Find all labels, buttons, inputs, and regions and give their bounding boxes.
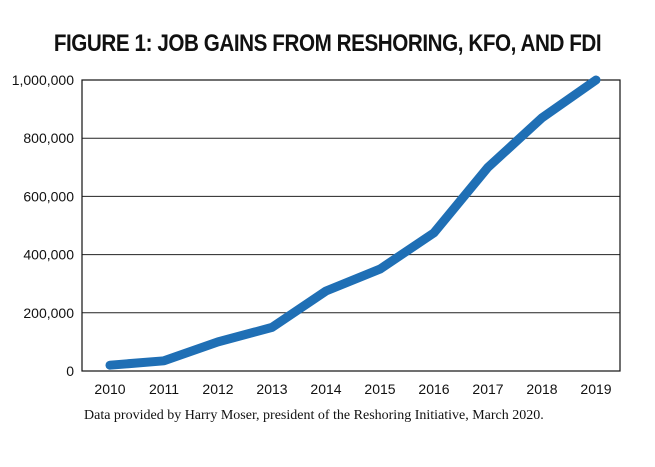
y-axis-ticks: 0 200,000 400,000 600,000 800,000 1,000,000 [12,72,75,379]
x-tick-label: 2012 [202,381,233,397]
y-tick-label: 800,000 [23,130,74,146]
x-tick-label: 2018 [526,381,557,397]
x-tick-label: 2013 [256,381,287,397]
x-tick-label: 2017 [472,381,503,397]
series-line-job-gains [105,75,601,370]
y-tick-label: 600,000 [23,188,74,204]
x-tick-label: 2010 [94,381,125,397]
x-tick-label: 2019 [580,381,611,397]
plot-frame [81,79,621,372]
chart-title: FIGURE 1: JOB GAINS FROM RESHORING, KFO,… [53,30,602,57]
y-tick-label: 400,000 [23,247,74,263]
chart-caption: Data provided by Harry Moser, president … [84,408,544,423]
series-layer [105,75,601,370]
gridlines [82,137,620,314]
x-axis-ticks: 2010 2011 2012 2013 2014 2015 2016 2017 2018 2019 [94,381,611,397]
y-tick-label: 1,000,000 [12,72,74,88]
x-tick-label: 2011 [149,381,179,397]
y-tick-label: 0 [66,363,74,379]
x-tick-label: 2015 [364,381,395,397]
x-tick-label: 2014 [310,381,341,397]
y-tick-label: 200,000 [23,305,74,321]
x-tick-label: 2016 [418,381,449,397]
